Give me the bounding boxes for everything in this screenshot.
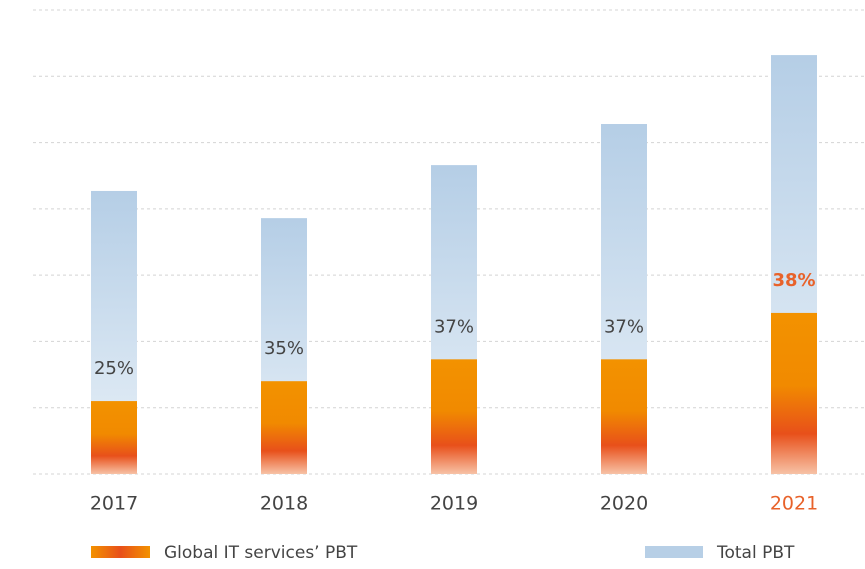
share-label: 37%: [604, 316, 644, 337]
legend-swatch: [91, 546, 150, 558]
x-tick-label: 2020: [600, 493, 648, 515]
share-label: 25%: [94, 358, 134, 379]
bar: [431, 359, 477, 474]
legend-swatch: [645, 546, 703, 558]
legend-label: Total PBT: [716, 543, 795, 563]
bar: [601, 359, 647, 474]
legend-label: Global IT services’ PBT: [164, 543, 358, 563]
share-label: 38%: [772, 270, 815, 291]
x-tick-label: 2021: [770, 493, 818, 515]
bar: [261, 381, 307, 474]
x-tick-label: 2017: [90, 493, 138, 515]
x-tick-label: 2019: [430, 493, 478, 515]
bar: [91, 401, 137, 474]
share-label: 35%: [264, 338, 304, 359]
share-label: 37%: [434, 316, 474, 337]
x-tick-label: 2018: [260, 493, 308, 515]
bar: [771, 312, 817, 474]
